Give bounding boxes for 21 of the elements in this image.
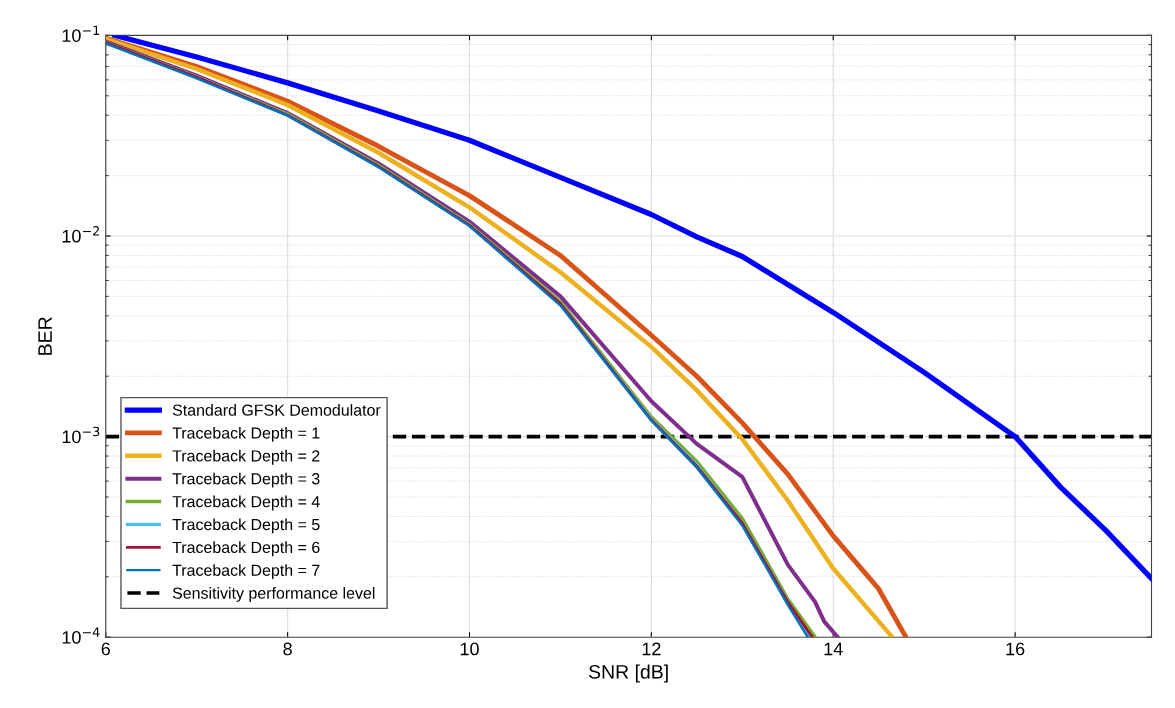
legend-label: Sensitivity performance level bbox=[172, 587, 375, 602]
legend-label: Traceback Depth = 3 bbox=[172, 472, 320, 488]
x-tick-label: 14 bbox=[824, 642, 843, 656]
x-tick-label: 6 bbox=[101, 642, 110, 656]
legend-label: Traceback Depth = 5 bbox=[172, 518, 320, 534]
x-axis-title: SNR [dB] bbox=[588, 664, 668, 683]
y-tick-label: 10$^{−3}$ bbox=[62, 426, 100, 444]
x-tick-label: 16 bbox=[1006, 642, 1025, 656]
legend-label: Traceback Depth = 6 bbox=[172, 541, 320, 557]
legend-label: Traceback Depth = 7 bbox=[172, 564, 320, 580]
legend-label: Standard GFSK Demodulator bbox=[172, 404, 381, 416]
legend-label: Traceback Depth = 4 bbox=[172, 495, 320, 511]
x-tick-label: 8 bbox=[283, 642, 292, 656]
legend-label: Traceback Depth = 2 bbox=[172, 449, 320, 465]
legend-label: Traceback Depth = 1 bbox=[172, 426, 320, 442]
y-axis-title: BER bbox=[38, 317, 52, 355]
y-tick-label: 10$^{−4}$ bbox=[62, 627, 100, 644]
x-tick-label: 10 bbox=[460, 642, 479, 656]
x-tick-label: 12 bbox=[642, 642, 661, 656]
y-tick-label: 10$^{−2}$ bbox=[62, 226, 99, 243]
y-tick-label: 10$^{−1}$ bbox=[62, 25, 100, 42]
